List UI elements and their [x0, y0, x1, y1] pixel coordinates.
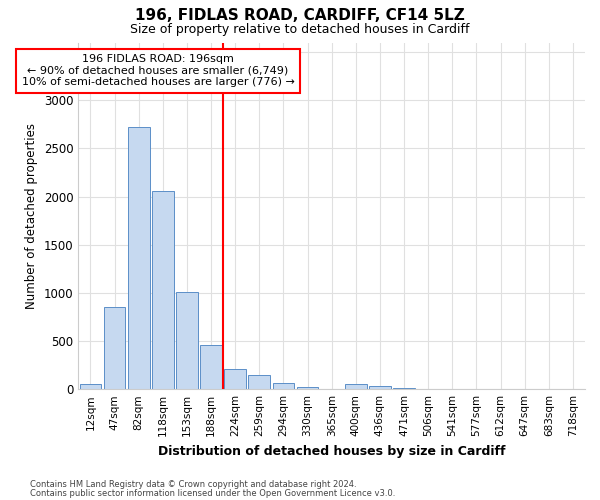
Bar [297, 388, 319, 389]
Bar [272, 383, 294, 389]
Bar [104, 308, 125, 389]
Bar [393, 388, 415, 389]
Bar [80, 384, 101, 389]
Bar [152, 191, 173, 389]
X-axis label: Distribution of detached houses by size in Cardiff: Distribution of detached houses by size … [158, 444, 505, 458]
Bar [345, 384, 367, 389]
Text: Size of property relative to detached houses in Cardiff: Size of property relative to detached ho… [130, 22, 470, 36]
Text: 196 FIDLAS ROAD: 196sqm
← 90% of detached houses are smaller (6,749)
10% of semi: 196 FIDLAS ROAD: 196sqm ← 90% of detache… [22, 54, 295, 88]
Bar [176, 292, 198, 389]
Bar [200, 345, 222, 389]
Text: Contains public sector information licensed under the Open Government Licence v3: Contains public sector information licen… [30, 488, 395, 498]
Bar [369, 386, 391, 389]
Bar [224, 369, 246, 389]
Bar [248, 375, 270, 389]
Y-axis label: Number of detached properties: Number of detached properties [25, 123, 38, 309]
Text: Contains HM Land Registry data © Crown copyright and database right 2024.: Contains HM Land Registry data © Crown c… [30, 480, 356, 489]
Text: 196, FIDLAS ROAD, CARDIFF, CF14 5LZ: 196, FIDLAS ROAD, CARDIFF, CF14 5LZ [135, 8, 465, 22]
Bar [128, 127, 149, 389]
